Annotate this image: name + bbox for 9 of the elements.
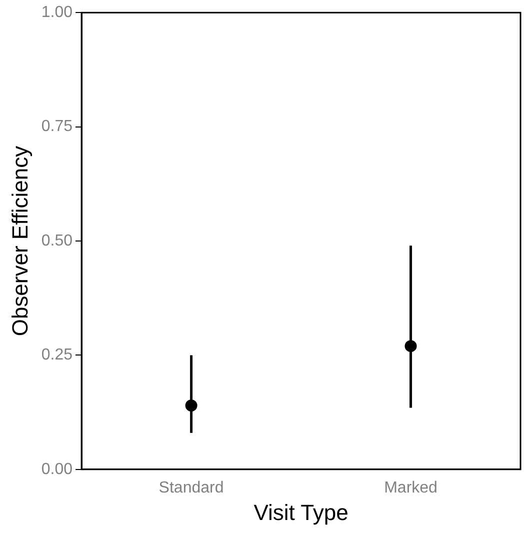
x-tick-label: Standard xyxy=(158,479,224,496)
y-axis-title: Observer Efficiency xyxy=(7,146,32,336)
y-tick-label: 0.75 xyxy=(41,118,73,136)
y-tick-label: 0.00 xyxy=(41,460,73,478)
x-axis-title: Visit Type xyxy=(254,500,348,525)
y-tick-label: 1.00 xyxy=(41,4,73,22)
x-tick-label: Marked xyxy=(384,479,438,496)
y-tick-label: 0.50 xyxy=(41,232,73,250)
y-tick-label: 0.25 xyxy=(41,346,73,364)
